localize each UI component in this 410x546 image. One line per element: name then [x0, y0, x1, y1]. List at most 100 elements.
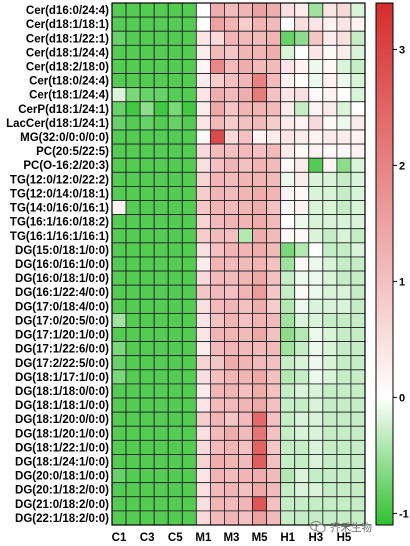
heatmap-cell: [195, 341, 211, 357]
heatmap-cell: [181, 496, 197, 512]
heatmap-cell: [181, 2, 197, 18]
heatmap-cell: [280, 115, 296, 131]
heatmap-cell: [336, 129, 352, 145]
heatmap-cell: [125, 44, 141, 60]
heatmap-cell: [252, 242, 268, 258]
heatmap-cell: [350, 468, 366, 484]
heatmap-cell: [266, 157, 282, 173]
heatmap-cell: [153, 298, 169, 314]
heatmap-cell: [139, 312, 155, 328]
heatmap-cell: [195, 284, 211, 300]
heatmap-cell: [280, 369, 296, 385]
heatmap-cell: [322, 454, 338, 469]
heatmap-cell: [125, 256, 141, 272]
heatmap-cell: [224, 30, 239, 46]
heatmap-cell: [181, 157, 197, 173]
heatmap-cell: [308, 383, 324, 399]
column-label: H3: [308, 532, 323, 544]
heatmap-cell: [195, 59, 211, 74]
heatmap-cell: [266, 129, 282, 145]
heatmap-cell: [181, 44, 197, 60]
heatmap-cell: [111, 129, 127, 145]
heatmap-cell: [252, 16, 268, 32]
heatmap-cell: [209, 157, 225, 173]
heatmap-cell: [125, 284, 141, 300]
heatmap-cell: [238, 411, 253, 427]
heatmap-cell: [181, 369, 197, 385]
heatmap-cell: [294, 369, 310, 385]
heatmap-cell: [238, 298, 253, 314]
heatmap-cell: [224, 186, 239, 201]
heatmap-cell: [224, 87, 239, 103]
heatmap-cell: [350, 369, 366, 385]
heatmap-cell: [111, 397, 127, 413]
heatmap-cell: [322, 425, 338, 441]
heatmap-cell: [238, 355, 253, 371]
heatmap-cell: [209, 87, 225, 103]
heatmap-cell: [266, 171, 282, 187]
heatmap-cell: [153, 214, 169, 230]
heatmap-cell: [209, 341, 225, 357]
heatmap-cell: [209, 369, 225, 385]
heatmap-cell: [336, 30, 352, 46]
heatmap-cell: [111, 468, 127, 484]
heatmap-cell: [266, 312, 282, 328]
heatmap-cell: [238, 129, 253, 145]
heatmap-cell: [294, 157, 310, 173]
heatmap-cell: [153, 242, 169, 258]
row-label: Cer(d16:0/24:4): [26, 5, 109, 17]
heatmap-cell: [181, 270, 197, 286]
heatmap-cell: [181, 171, 197, 187]
heatmap-cell: [350, 270, 366, 286]
heatmap-cell: [350, 186, 366, 201]
heatmap-cell: [195, 468, 211, 484]
heatmap-cell: [153, 341, 169, 357]
heatmap-cell: [322, 496, 338, 512]
heatmap-cell: [322, 186, 338, 201]
row-label: DG(18:1/17:1/0:0): [15, 372, 109, 384]
heatmap-cell: [322, 341, 338, 357]
heatmap-cell: [308, 143, 324, 159]
heatmap-cell: [181, 186, 197, 201]
heatmap-cell: [195, 369, 211, 385]
heatmap-cell: [294, 284, 310, 300]
heatmap-cell: [111, 59, 127, 74]
heatmap-cell: [153, 439, 169, 455]
heatmap-cell: [195, 510, 211, 526]
heatmap-cell: [195, 143, 211, 159]
heatmap-cell: [336, 312, 352, 328]
heatmap-cell: [280, 186, 296, 201]
heatmap-cell: [167, 496, 183, 512]
heatmap-cell: [224, 482, 239, 498]
row-label: PC(20:5/22:5): [36, 146, 109, 158]
heatmap-cell: [280, 200, 296, 216]
heatmap-cell: [125, 186, 141, 201]
heatmap-cell: [308, 298, 324, 314]
heatmap-cell: [209, 383, 225, 399]
heatmap-cell: [111, 30, 127, 46]
heatmap-cell: [238, 186, 253, 201]
heatmap-cell: [322, 171, 338, 187]
heatmap-cell: [266, 425, 282, 441]
heatmap-cell: [125, 355, 141, 371]
heatmap-cell: [209, 468, 225, 484]
heatmap-cell: [280, 143, 296, 159]
heatmap-cell: [294, 510, 310, 526]
heatmap-cell: [308, 468, 324, 484]
heatmap-cell: [322, 312, 338, 328]
heatmap-cell: [238, 284, 253, 300]
heatmap-cell: [224, 397, 239, 413]
heatmap-cell: [238, 115, 253, 131]
heatmap-cell: [125, 228, 141, 244]
heatmap-cell: [308, 411, 324, 427]
row-label: Cer(d18:1/18:1): [26, 19, 109, 31]
row-label: TG(14:0/16:0/16:1): [10, 203, 109, 215]
heatmap-cell: [336, 16, 352, 32]
heatmap-cell: [153, 454, 169, 469]
heatmap-cell: [336, 157, 352, 173]
heatmap-cell: [350, 171, 366, 187]
heatmap-cell: [350, 482, 366, 498]
heatmap-cell: [252, 171, 268, 187]
heatmap-cell: [280, 482, 296, 498]
heatmap-cell: [209, 355, 225, 371]
